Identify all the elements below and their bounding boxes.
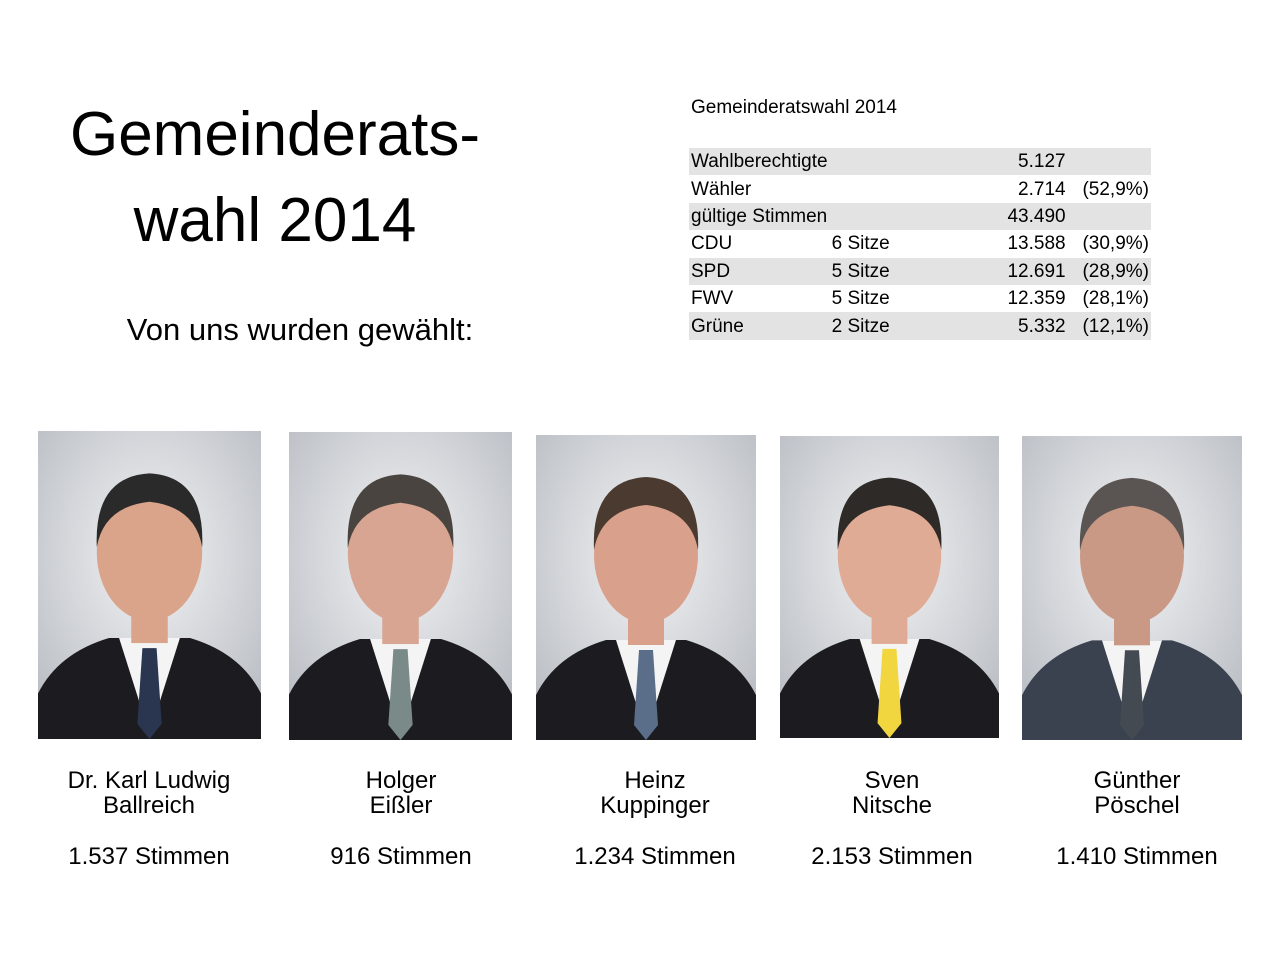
results-row: Grüne 2 Sitze 5.332 (12,1%) bbox=[689, 312, 1151, 340]
candidate-last-name: Pöschel bbox=[1094, 792, 1180, 819]
cell-label: Wahlberechtigte bbox=[689, 148, 830, 176]
title-line-2: wahl 2014 bbox=[133, 186, 417, 255]
candidate-first-name: Günther bbox=[1093, 767, 1181, 794]
title-line-1: Gemeinderats- bbox=[69, 100, 481, 169]
candidate-first-name: Heinz bbox=[624, 767, 686, 794]
results-row: SPD 5 Sitze 12.691 (28,9%) bbox=[689, 257, 1151, 285]
results-row: Wahlberechtigte 5.127 bbox=[689, 148, 1151, 176]
candidate-votes: 1.410 Stimmen bbox=[1056, 843, 1218, 870]
cell-pct bbox=[1067, 202, 1151, 231]
cell-seats bbox=[829, 202, 954, 231]
cell-pct bbox=[1067, 148, 1151, 176]
cell-pct: (52,9%) bbox=[1082, 178, 1149, 200]
results-row: CDU 6 Sitze 13.588 (30,9%) bbox=[689, 230, 1151, 257]
candidate-name: Heinz Kuppinger bbox=[525, 768, 785, 818]
slide-subtitle: Von uns wurden gewählt: bbox=[126, 312, 474, 347]
candidate-last-name: Nitsche bbox=[851, 792, 933, 819]
cell-value: 12.359 bbox=[1007, 288, 1066, 310]
cell-seats: 5 Sitze bbox=[829, 257, 954, 285]
cell-label: gültige Stimmen bbox=[689, 202, 830, 231]
candidate-votes: 1.234 Stimmen bbox=[574, 843, 736, 870]
candidate-votes: 1.537 Stimmen bbox=[68, 843, 230, 870]
results-row: gültige Stimmen 43.490 bbox=[689, 202, 1151, 231]
results-row: Wähler 2.714 (52,9%) bbox=[689, 175, 1151, 202]
cell-seats: 6 Sitze bbox=[831, 233, 890, 255]
cell-label: FWV bbox=[691, 288, 734, 310]
results-table: Wahlberechtigte 5.127 Wähler 2.714 (52,9%) gü… bbox=[689, 148, 1151, 340]
candidate-photo bbox=[289, 432, 512, 740]
cell-value: 43.490 bbox=[953, 202, 1068, 231]
candidate-last-name: Ballreich bbox=[102, 792, 196, 819]
cell-pct: (28,9%) bbox=[1067, 257, 1151, 285]
cell-label: Wähler bbox=[691, 178, 752, 200]
candidate-name: Günther Pöschel bbox=[1007, 768, 1267, 818]
candidate-name: Sven Nitsche bbox=[762, 768, 1022, 818]
cell-seats bbox=[829, 148, 954, 176]
cell-value: 5.127 bbox=[953, 148, 1068, 176]
cell-seats bbox=[830, 175, 954, 202]
candidate-first-name: Dr. Karl Ludwig bbox=[67, 767, 231, 794]
candidate-last-name: Kuppinger bbox=[600, 792, 710, 819]
cell-value: 2.714 bbox=[1018, 178, 1066, 200]
cell-value: 5.332 bbox=[953, 312, 1068, 340]
cell-value: 13.588 bbox=[1007, 233, 1066, 255]
candidate-first-name: Sven bbox=[864, 767, 920, 794]
results-title: Gemeinderatswahl 2014 bbox=[691, 97, 897, 118]
cell-pct: (28,1%) bbox=[1082, 288, 1149, 310]
cell-label: Grüne bbox=[689, 312, 830, 340]
candidate-name: Holger Eißler bbox=[271, 768, 531, 818]
cell-seats: 2 Sitze bbox=[829, 312, 954, 340]
cell-seats: 5 Sitze bbox=[831, 288, 890, 310]
candidate-votes: 916 Stimmen bbox=[330, 843, 472, 870]
cell-pct: (12,1%) bbox=[1067, 312, 1151, 340]
candidate-first-name: Holger bbox=[365, 767, 437, 794]
candidate-name: Dr. Karl Ludwig Ballreich bbox=[19, 768, 279, 818]
candidate-photo bbox=[1022, 436, 1242, 740]
candidate-votes: 2.153 Stimmen bbox=[811, 843, 973, 870]
candidate-photo bbox=[38, 431, 261, 739]
cell-pct: (30,9%) bbox=[1082, 233, 1149, 255]
slide-title: Gemeinderats- wahl 2014 bbox=[40, 92, 510, 264]
cell-value: 12.691 bbox=[953, 257, 1068, 285]
candidate-photo bbox=[536, 435, 756, 740]
results-row: FWV 5 Sitze 12.359 (28,1%) bbox=[689, 285, 1151, 312]
candidate-last-name: Eißler bbox=[369, 792, 433, 819]
cell-label: CDU bbox=[691, 233, 733, 255]
candidate-photo bbox=[780, 436, 999, 738]
cell-label: SPD bbox=[689, 257, 830, 285]
